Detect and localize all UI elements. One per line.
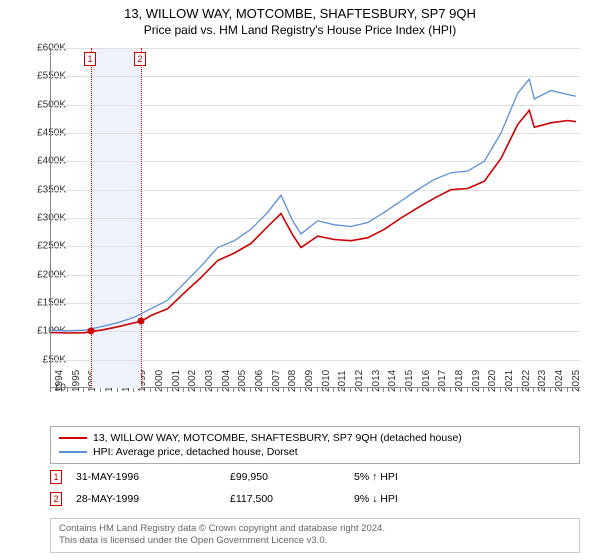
event-marker: 1 [84, 52, 96, 66]
chart-container: 13, WILLOW WAY, MOTCOMBE, SHAFTESBURY, S… [0, 0, 600, 560]
footer-line: This data is licensed under the Open Gov… [59, 535, 571, 547]
transaction-date: 28-MAY-1999 [76, 493, 216, 505]
legend-label: HPI: Average price, detached house, Dors… [93, 446, 298, 458]
legend: 13, WILLOW WAY, MOTCOMBE, SHAFTESBURY, S… [50, 426, 580, 464]
chart-title: 13, WILLOW WAY, MOTCOMBE, SHAFTESBURY, S… [0, 0, 600, 21]
transaction-marker: 2 [50, 492, 62, 506]
line-layer [51, 48, 581, 388]
legend-label: 13, WILLOW WAY, MOTCOMBE, SHAFTESBURY, S… [93, 432, 462, 444]
attribution-footer: Contains HM Land Registry data © Crown c… [50, 518, 580, 553]
chart-subtitle: Price paid vs. HM Land Registry's House … [0, 21, 600, 43]
transaction-delta: 5% ↑ HPI [354, 471, 398, 483]
legend-item: 13, WILLOW WAY, MOTCOMBE, SHAFTESBURY, S… [59, 431, 571, 445]
event-marker: 2 [134, 52, 146, 66]
transaction-marker: 1 [50, 470, 62, 484]
footer-line: Contains HM Land Registry data © Crown c… [59, 523, 571, 535]
transaction-delta: 9% ↓ HPI [354, 493, 398, 505]
transaction-row: 1 31-MAY-1996 £99,950 5% ↑ HPI [50, 466, 580, 488]
transaction-price: £99,950 [230, 471, 340, 483]
transactions-table: 1 31-MAY-1996 £99,950 5% ↑ HPI 2 28-MAY-… [50, 466, 580, 510]
legend-swatch [59, 451, 87, 453]
series-hpi [51, 79, 576, 331]
legend-swatch [59, 437, 87, 439]
plot-area [50, 48, 580, 388]
transaction-date: 31-MAY-1996 [76, 471, 216, 483]
transaction-price: £117,500 [230, 493, 340, 505]
legend-item: HPI: Average price, detached house, Dors… [59, 445, 571, 459]
transaction-row: 2 28-MAY-1999 £117,500 9% ↓ HPI [50, 488, 580, 510]
series-property [51, 110, 576, 333]
